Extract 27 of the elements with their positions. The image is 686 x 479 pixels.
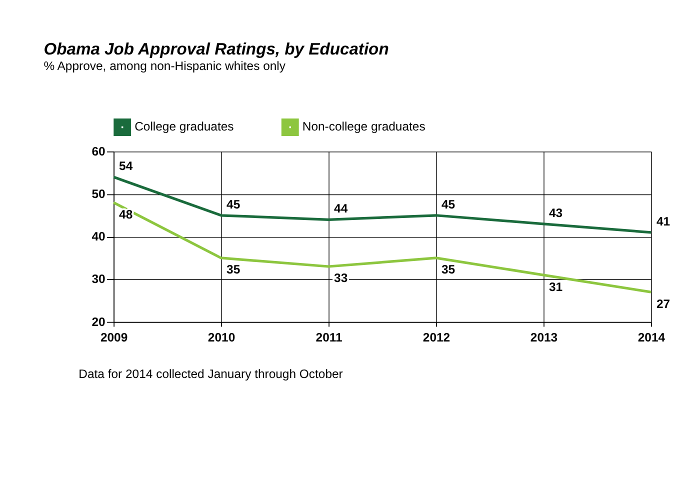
x-tick-label: 2014 xyxy=(638,330,666,345)
chart-subtitle: % Approve, among non-Hispanic whites only xyxy=(44,59,286,74)
data-label: 35 xyxy=(226,262,240,277)
y-tick-label: 30 xyxy=(92,272,106,286)
data-label: 35 xyxy=(442,262,456,277)
x-tick-label: 2009 xyxy=(100,330,128,345)
y-tick-label: 50 xyxy=(92,187,106,202)
legend-label: Non-college graduates xyxy=(302,120,426,134)
x-tick-label: 2013 xyxy=(530,330,558,345)
x-tick-label: 2010 xyxy=(208,330,236,345)
data-label: 48 xyxy=(119,207,133,222)
data-label: 45 xyxy=(226,197,240,212)
y-tick-label: 40 xyxy=(92,230,106,244)
y-tick-label: 60 xyxy=(92,144,106,158)
text: Data for 2014 collected January through October xyxy=(78,366,343,381)
data-label: 43 xyxy=(548,206,563,220)
x-tick-label: 2012 xyxy=(422,330,450,345)
data-label: 45 xyxy=(442,197,456,212)
chart-title: Obama Job Approval Ratings, by Education xyxy=(44,39,389,58)
x-tick-label: 2011 xyxy=(316,330,342,345)
data-label: 54 xyxy=(119,159,133,174)
data-label: 31 xyxy=(548,280,563,294)
legend-label: College graduates xyxy=(134,120,234,134)
data-label: 44 xyxy=(334,202,348,216)
y-tick-label: 20 xyxy=(92,314,106,329)
data-label: 41 xyxy=(656,214,670,228)
data-label: 27 xyxy=(656,296,670,311)
